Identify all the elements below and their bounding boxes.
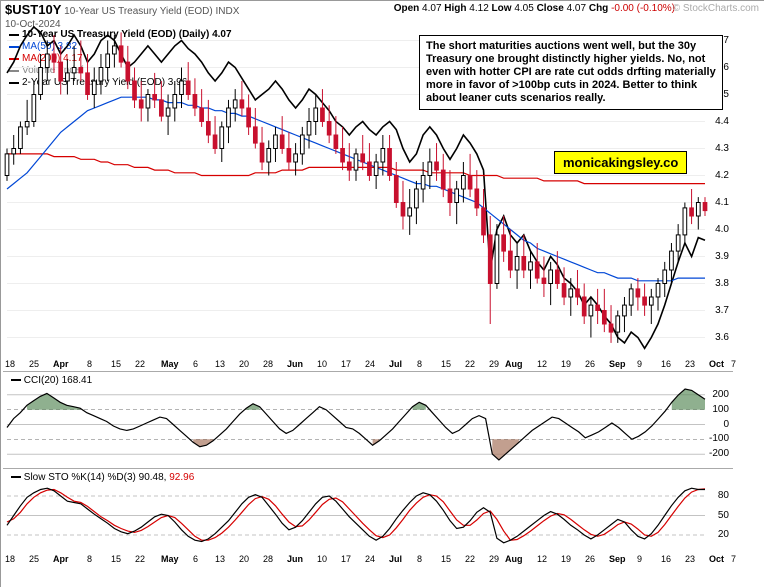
- bottom-xaxis: 1825Apr81522May6132028Jun101724Jul815222…: [5, 549, 735, 564]
- ticker-desc: 10-Year US Treasury Yield (EOD) INDX: [64, 6, 239, 17]
- watermark: © StockCharts.com: [673, 3, 759, 14]
- ticker-symbol: $UST10Y: [5, 2, 61, 17]
- stock-chart-root: $UST10Y 10-Year US Treasury Yield (EOD) …: [0, 0, 764, 587]
- price-xaxis: 1825Apr81522May6132028Jun101724Jul815222…: [5, 354, 735, 369]
- stochastic-panel: Slow STO %K(14) %D(3) 90.48, 92.96 20508…: [3, 468, 733, 564]
- cci-panel: CCI(20) 168.41 -200-1000100200: [3, 371, 733, 467]
- cci-svg: [3, 372, 733, 467]
- ohlc-readout: Open 4.07 High 4.12 Low 4.05 Close 4.07 …: [394, 3, 675, 14]
- brand-box[interactable]: monicakingsley.co: [554, 151, 687, 174]
- cci-yaxis: -200-1000100200: [703, 372, 731, 467]
- commentary-box: The short maturities auctions went well,…: [419, 35, 723, 110]
